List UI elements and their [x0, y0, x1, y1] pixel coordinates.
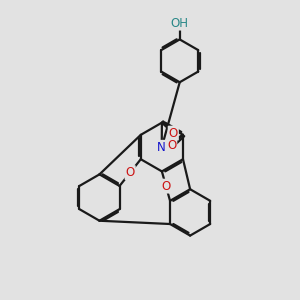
Text: OH: OH [171, 16, 189, 30]
Text: O: O [125, 166, 135, 179]
Text: O: O [167, 139, 176, 152]
Text: N: N [158, 141, 166, 154]
Text: O: O [169, 127, 178, 140]
Text: O: O [161, 180, 171, 193]
